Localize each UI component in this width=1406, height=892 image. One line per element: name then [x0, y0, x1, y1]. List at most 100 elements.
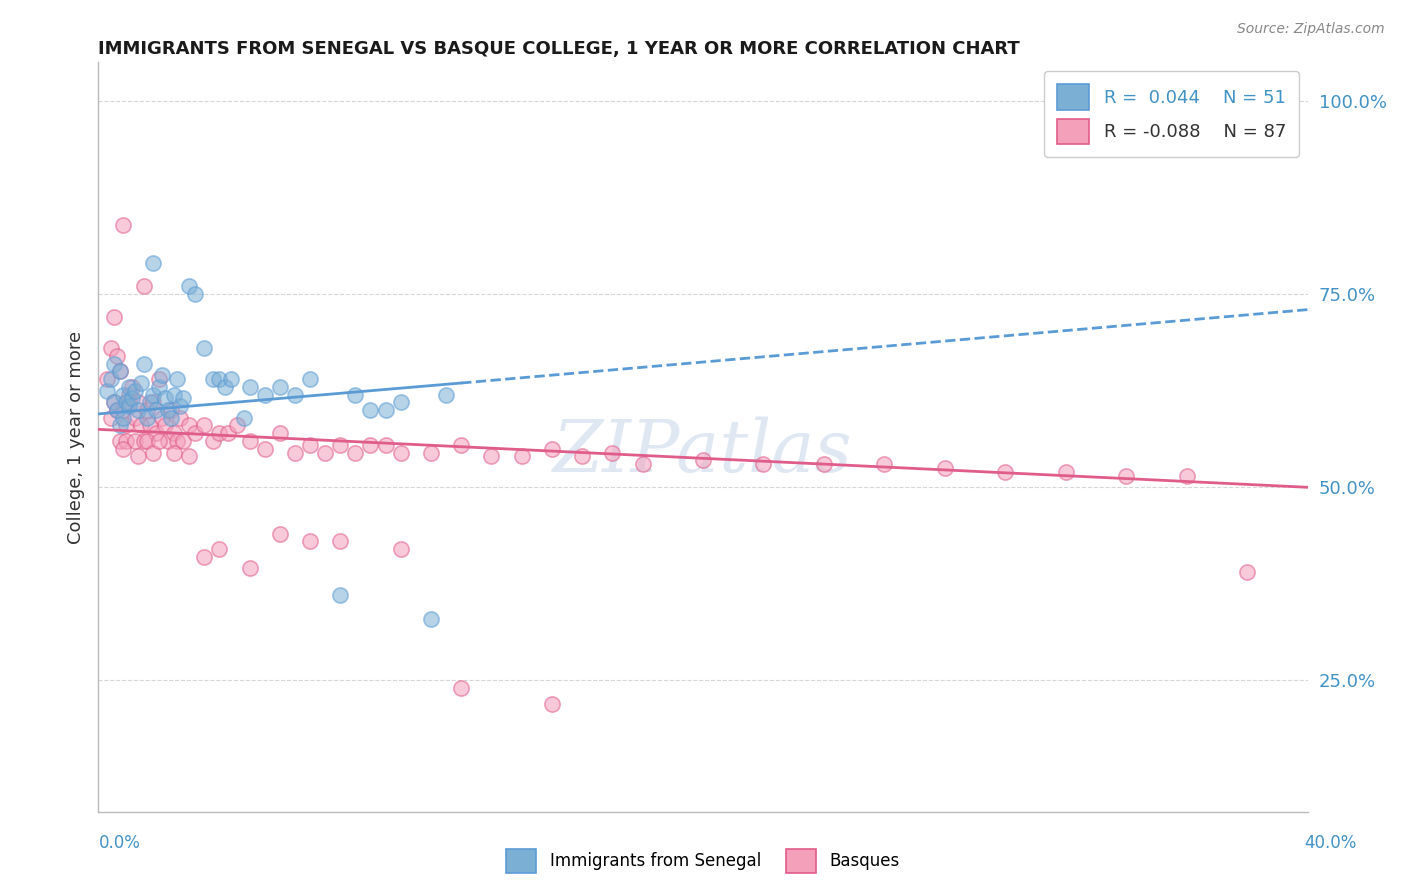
Point	[202, 434, 225, 448]
Point	[118, 387, 141, 401]
Point	[184, 426, 207, 441]
Point	[156, 403, 179, 417]
Point	[208, 426, 231, 441]
Point	[540, 442, 562, 456]
Point	[135, 410, 157, 425]
Point	[239, 380, 262, 394]
Point	[450, 681, 472, 695]
Point	[389, 395, 412, 409]
Point	[124, 410, 146, 425]
Point	[217, 426, 239, 441]
Point	[434, 387, 457, 401]
Point	[329, 589, 352, 603]
Point	[1236, 566, 1258, 580]
Point	[284, 387, 307, 401]
Point	[108, 418, 131, 433]
Point	[214, 380, 236, 394]
Y-axis label: College, 1 year or more: College, 1 year or more	[66, 331, 84, 543]
Point	[232, 410, 254, 425]
Point	[142, 445, 165, 459]
Point	[118, 395, 141, 409]
Point	[148, 434, 170, 448]
Point	[118, 380, 141, 394]
Point	[1054, 465, 1077, 479]
Point	[571, 450, 593, 464]
Point	[193, 549, 215, 564]
Point	[96, 372, 118, 386]
Point	[329, 438, 352, 452]
Point	[121, 380, 143, 394]
Point	[139, 395, 162, 409]
Point	[111, 403, 134, 417]
Point	[142, 256, 165, 270]
Point	[540, 697, 562, 711]
Point	[239, 434, 262, 448]
Point	[132, 434, 155, 448]
Point	[344, 445, 367, 459]
Point	[100, 410, 122, 425]
Point	[813, 457, 835, 471]
Point	[169, 410, 191, 425]
Point	[172, 392, 194, 406]
Point	[129, 418, 152, 433]
Point	[269, 380, 291, 394]
Point	[111, 387, 134, 401]
Point	[127, 450, 149, 464]
Point	[934, 461, 956, 475]
Point	[179, 450, 201, 464]
Point	[172, 434, 194, 448]
Point	[96, 384, 118, 398]
Point	[169, 399, 191, 413]
Point	[873, 457, 896, 471]
Point	[481, 450, 503, 464]
Point	[269, 426, 291, 441]
Point	[108, 364, 131, 378]
Point	[179, 418, 201, 433]
Point	[253, 387, 276, 401]
Point	[127, 403, 149, 417]
Point	[139, 418, 162, 433]
Text: 0.0%: 0.0%	[98, 834, 141, 852]
Point	[299, 534, 322, 549]
Point	[105, 403, 128, 417]
Point	[142, 395, 165, 409]
Point	[135, 434, 157, 448]
Point	[145, 426, 167, 441]
Point	[124, 384, 146, 398]
Point	[179, 279, 201, 293]
Point	[269, 526, 291, 541]
Point	[631, 457, 654, 471]
Point	[145, 403, 167, 417]
Point	[329, 534, 352, 549]
Point	[299, 372, 322, 386]
Point	[124, 434, 146, 448]
Point	[314, 445, 336, 459]
Point	[129, 376, 152, 390]
Point	[253, 442, 276, 456]
Point	[420, 612, 443, 626]
Point	[132, 357, 155, 371]
Point	[193, 418, 215, 433]
Point	[299, 438, 322, 452]
Point	[226, 418, 249, 433]
Point	[184, 287, 207, 301]
Point	[127, 395, 149, 409]
Point	[344, 387, 367, 401]
Point	[420, 445, 443, 459]
Point	[1175, 468, 1198, 483]
Point	[360, 403, 382, 417]
Point	[374, 438, 396, 452]
Point	[100, 372, 122, 386]
Point	[450, 438, 472, 452]
Point	[389, 542, 412, 557]
Point	[160, 403, 183, 417]
Point	[111, 410, 134, 425]
Point	[103, 357, 125, 371]
Point	[510, 450, 533, 464]
Point	[148, 380, 170, 394]
Point	[153, 418, 176, 433]
Point	[239, 561, 262, 575]
Point	[221, 372, 243, 386]
Point	[100, 341, 122, 355]
Point	[108, 364, 131, 378]
